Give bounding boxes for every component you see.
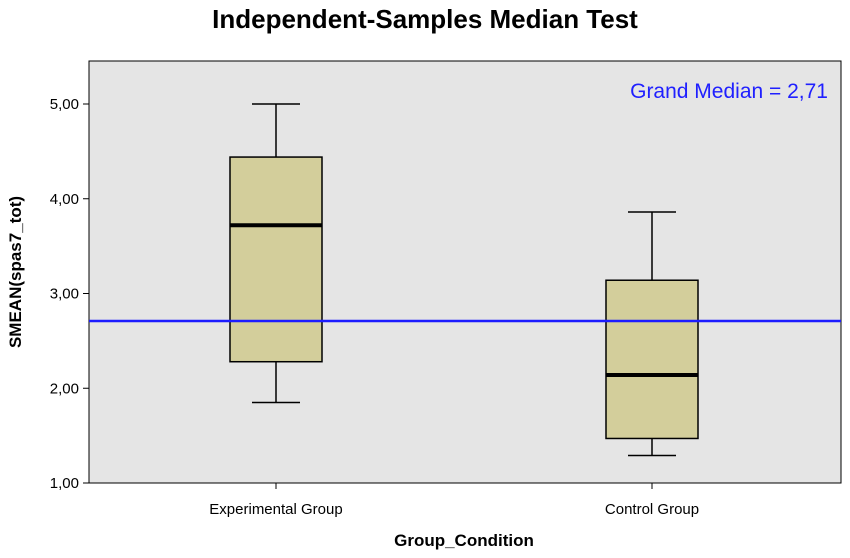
- x-tick-label: Control Group: [605, 501, 699, 518]
- x-tick-label: Experimental Group: [209, 501, 342, 518]
- iqr-box: [229, 156, 323, 363]
- y-tick-label: 2,00: [50, 380, 79, 397]
- plot-area: [88, 60, 842, 484]
- x-axis: Experimental Group Control Group: [209, 483, 699, 518]
- y-axis-title: SMEAN(spas7_tot): [6, 196, 25, 348]
- iqr-box: [605, 279, 699, 440]
- y-axis: 1,00 2,00 3,00 4,00 5,00: [50, 96, 89, 492]
- y-tick-label: 5,00: [50, 96, 79, 113]
- y-tick-label: 3,00: [50, 286, 79, 303]
- boxes: [229, 103, 699, 457]
- box-experimental-group: [229, 103, 323, 404]
- y-tick-label: 4,00: [50, 191, 79, 208]
- chart-title: Independent-Samples Median Test: [212, 4, 638, 34]
- grand-median-label: Grand Median = 2,71: [630, 80, 828, 103]
- y-tick-label: 1,00: [50, 475, 79, 492]
- x-axis-title: Group_Condition: [394, 531, 534, 550]
- box-control-group: [605, 211, 699, 457]
